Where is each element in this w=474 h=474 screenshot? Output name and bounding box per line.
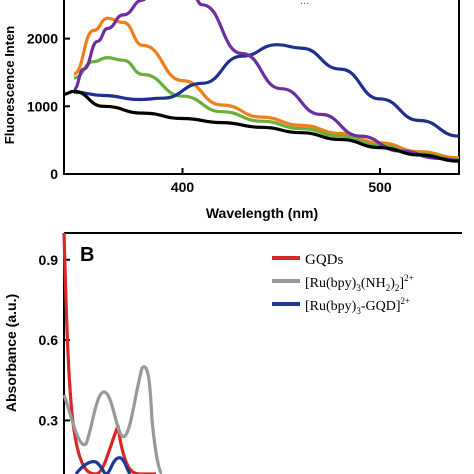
panel-b-label: B <box>80 244 94 266</box>
panel-a-ytick-label-0: 0 <box>50 166 58 182</box>
panel-a-ytick-label-1: 1000 <box>27 98 58 114</box>
panel-a-series-line-3 <box>73 0 460 163</box>
legend-label-ru-gqd: [Ru(bpy)3-GQD]2+ <box>305 296 410 316</box>
panel-b-series-line-0 <box>62 232 156 474</box>
panel-a-series <box>63 0 460 163</box>
panel-b-ytick-label-0: 0.3 <box>39 412 59 428</box>
panel-a-series-line-0 <box>73 16 460 160</box>
panel-b-series <box>62 232 164 474</box>
legend-label-ru-nh2: [Ru(bpy)3(NH2)2]2+ <box>305 273 414 293</box>
panel-a-xlabel: Wavelength (nm) <box>206 205 318 221</box>
panel-b-ytick-label-2: 0.9 <box>39 252 59 268</box>
panel-a: 0 1000 2000 400 500 ... Fluorescence Inten W… <box>2 0 460 221</box>
panel-b-ylabel: Absorbance (a.u.) <box>3 294 19 412</box>
panel-b-axes: 0.3 0.6 0.9 <box>39 252 70 428</box>
panel-b-series-line-1 <box>62 365 164 474</box>
panel-a-xtick-label-1: 500 <box>368 179 392 195</box>
panel-a-series-line-1 <box>73 56 460 162</box>
panel-a-plot-frame <box>63 0 460 175</box>
panel-a-series-line-2 <box>73 43 460 138</box>
panel-b-ytick-label-1: 0.6 <box>39 332 59 348</box>
panel-a-ylabel: Fluorescence Inten <box>2 26 17 145</box>
panel-a-axes: 0 1000 2000 400 500 <box>27 31 392 195</box>
panel-b-series-line-2 <box>74 456 132 474</box>
panel-a-series-line-4 <box>63 89 460 163</box>
panel-a-xtick-label-0: 400 <box>171 179 195 195</box>
panel-b: B Absorbance (a.u.) 0.3 0.6 0.9 GQDs [Ru(b… <box>3 232 462 474</box>
panel-a-ytick-label-2: 2000 <box>27 31 58 47</box>
legend-label-gqds: GQDs <box>305 252 343 268</box>
panel-a-legend-fragment: ... <box>300 0 309 7</box>
panel-b-legend: GQDs [Ru(bpy)3(NH2)2]2+ [Ru(bpy)3-GQD]2+ <box>272 252 414 316</box>
